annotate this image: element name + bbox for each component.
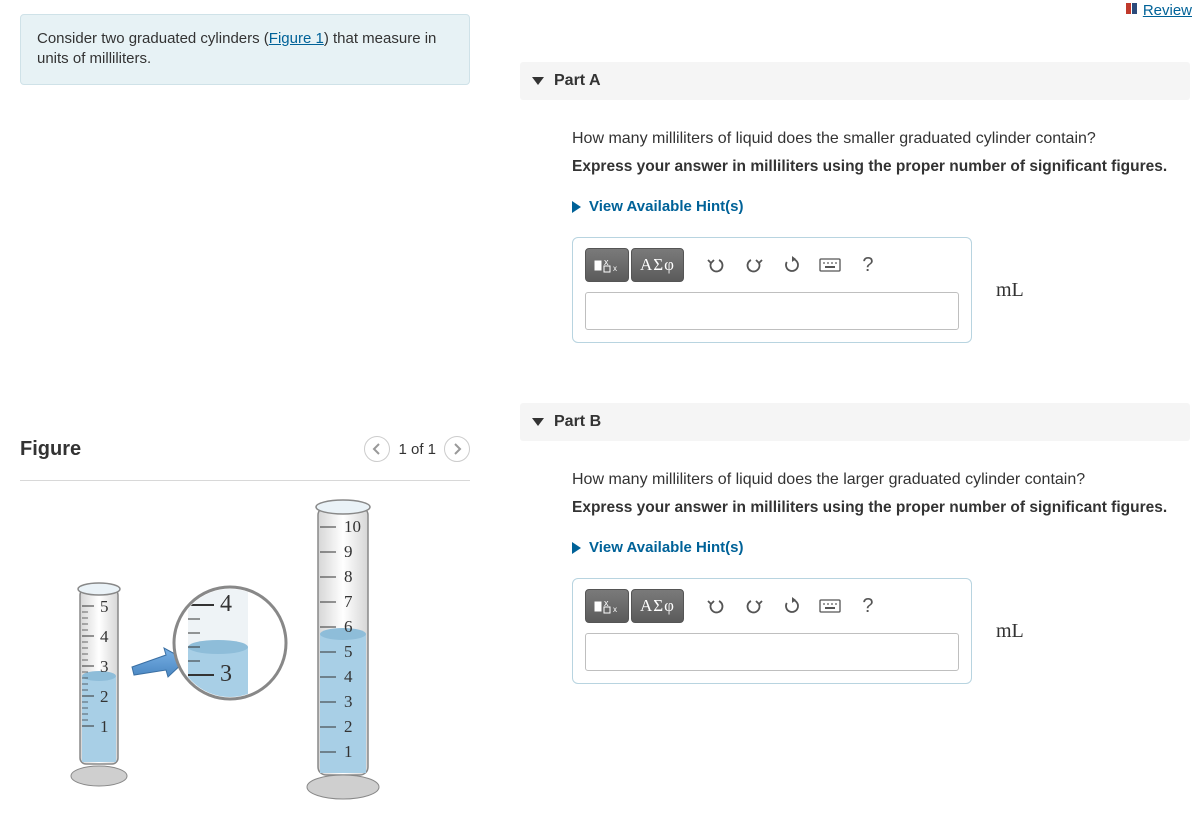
figure-counter: 1 of 1	[398, 441, 436, 458]
large-cyl-label-8: 8	[344, 567, 353, 587]
figure-canvas: 5 4 3 2 1	[20, 493, 470, 813]
part-b-hints-label: View Available Hint(s)	[589, 539, 744, 556]
small-cyl-label-1: 1	[100, 717, 109, 737]
greek-label: ΑΣφ	[640, 255, 675, 275]
part-b-title: Part B	[554, 413, 601, 431]
part-a-header[interactable]: Part A	[520, 62, 1190, 100]
large-cyl-label-3: 3	[344, 692, 353, 712]
figure-prev-button[interactable]	[364, 436, 390, 462]
part-a-title: Part A	[554, 72, 601, 90]
caret-down-icon	[532, 77, 544, 85]
part-b-toolbar: xx ΑΣφ ?	[573, 579, 971, 633]
figure-link[interactable]: Figure 1	[269, 30, 324, 47]
part-b: Part B How many milliliters of liquid do…	[510, 391, 1200, 702]
problem-statement: Consider two graduated cylinders (Figure…	[20, 14, 470, 85]
templates-button[interactable]: xx	[585, 589, 629, 623]
help-button[interactable]: ?	[856, 594, 880, 618]
keyboard-button[interactable]	[818, 594, 842, 618]
large-cyl-label-10: 10	[344, 517, 361, 537]
help-button[interactable]: ?	[856, 253, 880, 277]
svg-text:x: x	[613, 264, 617, 273]
problem-text-1: Consider two graduated cylinders (	[37, 30, 269, 47]
part-b-answer-box: xx ΑΣφ ?	[572, 578, 972, 684]
part-a-toolbar: xx ΑΣφ ?	[573, 238, 971, 292]
redo-button[interactable]	[742, 594, 766, 618]
large-cyl-label-7: 7	[344, 592, 353, 612]
part-b-answer-input[interactable]	[585, 633, 959, 671]
part-a-hints-toggle[interactable]: View Available Hint(s)	[572, 198, 1176, 215]
templates-icon: xx	[594, 256, 620, 274]
part-b-header[interactable]: Part B	[520, 403, 1190, 441]
reset-button[interactable]	[780, 253, 804, 277]
caret-right-icon	[572, 201, 581, 213]
zoom-label-4: 4	[220, 591, 232, 618]
large-cyl-label-6: 6	[344, 617, 353, 637]
part-b-hints-toggle[interactable]: View Available Hint(s)	[572, 539, 1176, 556]
large-cyl-label-2: 2	[344, 717, 353, 737]
figure-section: Figure 1 of 1	[20, 436, 470, 813]
part-b-unit: mL	[996, 620, 1024, 643]
part-a-instruction: Express your answer in milliliters using…	[572, 158, 1176, 176]
large-cyl-label-4: 4	[344, 667, 353, 687]
part-a-hints-label: View Available Hint(s)	[589, 198, 744, 215]
part-a-unit: mL	[996, 279, 1024, 302]
figure-title: Figure	[20, 438, 81, 461]
undo-button[interactable]	[704, 253, 728, 277]
part-a-answer-box: xx ΑΣφ ?	[572, 237, 972, 343]
reset-button[interactable]	[780, 594, 804, 618]
templates-icon: xx	[594, 597, 620, 615]
keyboard-button[interactable]	[818, 253, 842, 277]
figure-nav: 1 of 1	[364, 436, 470, 462]
review-link-container: Review	[1125, 2, 1192, 20]
part-b-instruction: Express your answer in milliliters using…	[572, 499, 1176, 517]
greek-label: ΑΣφ	[640, 596, 675, 616]
large-cyl-label-5: 5	[344, 642, 353, 662]
figure-next-button[interactable]	[444, 436, 470, 462]
part-a-question: How many milliliters of liquid does the …	[572, 130, 1176, 148]
greek-button[interactable]: ΑΣφ	[631, 589, 684, 623]
caret-down-icon	[532, 418, 544, 426]
svg-text:x: x	[613, 605, 617, 614]
redo-button[interactable]	[742, 253, 766, 277]
caret-right-icon	[572, 542, 581, 554]
small-cyl-label-5: 5	[100, 597, 109, 617]
greek-button[interactable]: ΑΣφ	[631, 248, 684, 282]
part-a: Part A How many milliliters of liquid do…	[510, 50, 1200, 361]
review-link[interactable]: Review	[1143, 2, 1192, 19]
large-cyl-label-1: 1	[344, 742, 353, 762]
part-b-question: How many milliliters of liquid does the …	[572, 471, 1176, 489]
small-cyl-label-3: 3	[100, 657, 109, 677]
part-a-answer-input[interactable]	[585, 292, 959, 330]
large-cyl-label-9: 9	[344, 542, 353, 562]
flag-icon	[1125, 2, 1139, 20]
templates-button[interactable]: xx	[585, 248, 629, 282]
small-cyl-label-4: 4	[100, 627, 109, 647]
small-cyl-label-2: 2	[100, 687, 109, 707]
undo-button[interactable]	[704, 594, 728, 618]
zoom-label-3: 3	[220, 661, 232, 688]
